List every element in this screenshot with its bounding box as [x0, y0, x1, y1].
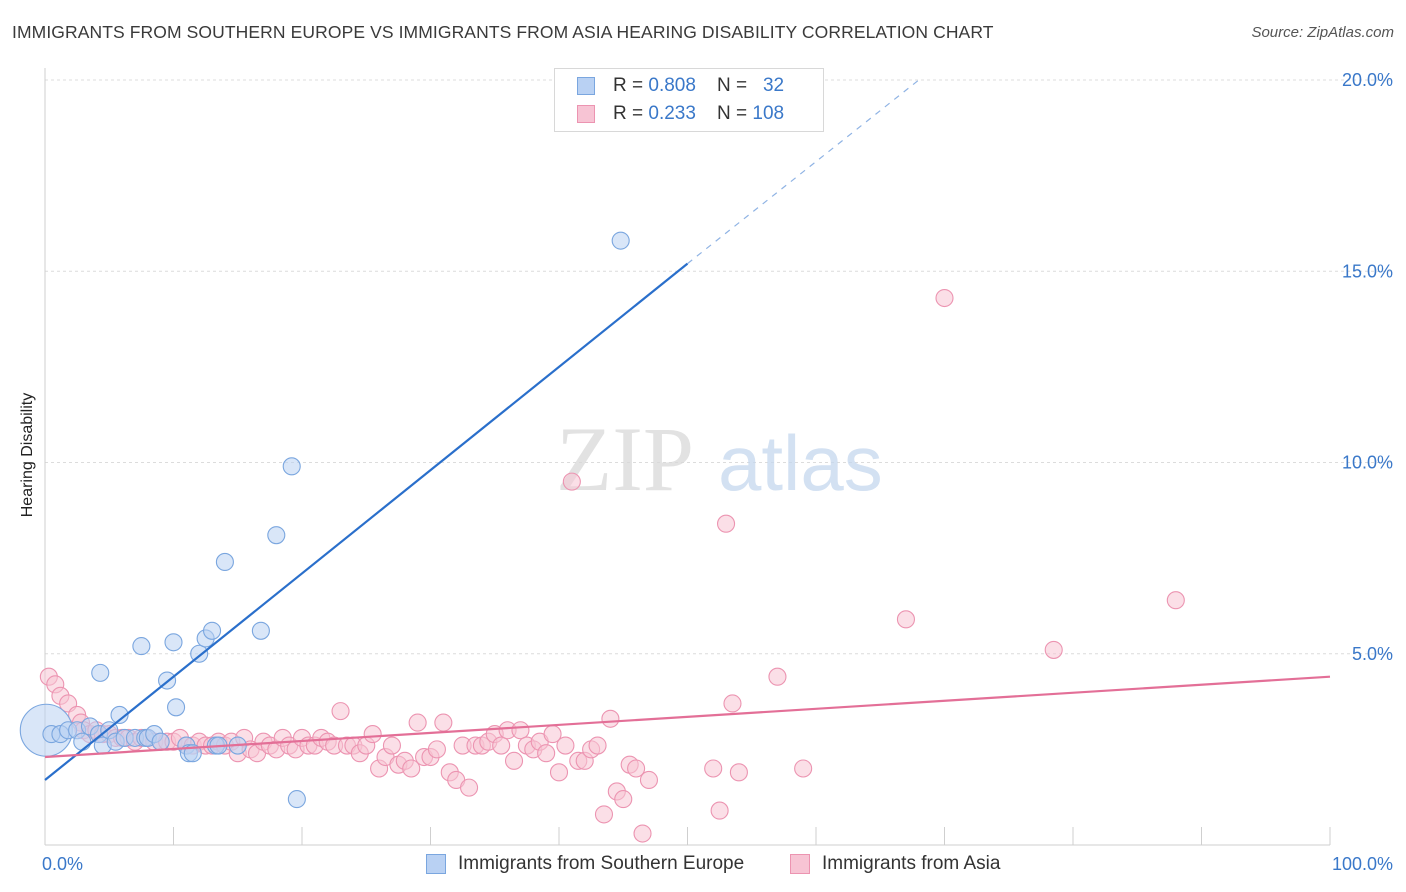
- asia-point: [768, 667, 787, 686]
- tick-labels: 5.0% 10.0% 15.0% 20.0% 0.0% 100.0%: [42, 70, 1393, 874]
- asia-point: [588, 736, 607, 755]
- asia-point: [639, 770, 659, 790]
- asia-point: [504, 751, 524, 770]
- y-tick-label: 20.0%: [1342, 70, 1393, 90]
- asia-point: [402, 759, 421, 778]
- southern-europe-point: [287, 790, 306, 809]
- asia-point: [363, 725, 382, 744]
- asia-point: [627, 759, 646, 778]
- asia-point: [601, 709, 620, 728]
- asia-point: [614, 790, 633, 809]
- southern-europe-point: [73, 732, 92, 751]
- southern-europe-point: [267, 526, 286, 545]
- southern-europe-trend-line: [44, 262, 689, 781]
- legend-r-value: 0.233: [648, 103, 696, 124]
- asia-point: [710, 801, 729, 820]
- southern-europe-point: [167, 698, 186, 717]
- asia-point: [556, 736, 575, 755]
- southern-europe-point: [203, 621, 222, 640]
- southern-europe-point: [215, 552, 234, 572]
- y-axis-title: Hearing Disability: [19, 392, 36, 518]
- southern-europe-point: [91, 663, 110, 682]
- asia-point: [716, 514, 736, 533]
- asia-point: [704, 759, 723, 778]
- asia-point: [427, 740, 446, 759]
- southern-europe-point: [151, 732, 170, 751]
- southern-europe-point: [110, 705, 129, 725]
- asia-point: [896, 610, 916, 629]
- series-southern-europe-points: [19, 231, 630, 809]
- legend-n-value: 32: [762, 75, 785, 96]
- bottom-legend-label: Immigrants from Southern Europe: [458, 853, 745, 874]
- asia-point: [511, 721, 530, 740]
- asia-point: [492, 736, 511, 755]
- asia-point: [408, 713, 427, 732]
- southern-europe-point: [282, 457, 301, 476]
- legend-swatch-blue: [577, 77, 595, 95]
- asia-point: [1166, 591, 1185, 610]
- southern-europe-point: [132, 637, 151, 656]
- y-tick-label: 5.0%: [1352, 644, 1393, 664]
- bottom-legend-swatch-pink: [790, 854, 810, 874]
- trend-lines: [44, 79, 1331, 781]
- asia-trend-line: [44, 675, 1331, 759]
- asia-point: [935, 288, 954, 308]
- source-label: Source: ZipAtlas.com: [1251, 24, 1394, 41]
- asia-point: [434, 713, 453, 732]
- asia-point: [729, 763, 748, 782]
- grid-lines: [45, 79, 1394, 655]
- y-tick-label: 15.0%: [1342, 261, 1393, 281]
- asia-point: [331, 702, 350, 721]
- legend-r-label: R =: [613, 75, 649, 96]
- chart-title: IMMIGRANTS FROM SOUTHERN EUROPE VS IMMIG…: [12, 22, 994, 42]
- bottom-legend-label: Immigrants from Asia: [822, 853, 1001, 874]
- x-tick-label: 0.0%: [42, 854, 83, 874]
- southern-europe-point: [611, 231, 630, 250]
- southern-europe-point: [190, 644, 209, 663]
- watermark: ZIP atlas: [556, 408, 883, 510]
- legend-n-value: 108: [752, 103, 785, 124]
- y-tick-label: 10.0%: [1342, 453, 1393, 473]
- asia-point: [723, 694, 742, 713]
- bottom-legend-swatch-blue: [426, 854, 446, 874]
- legend-r-label: R =: [613, 103, 649, 124]
- asia-point: [537, 744, 556, 763]
- southern-europe-point: [164, 633, 183, 652]
- asia-point: [794, 759, 813, 778]
- x-tick-label: 100.0%: [1332, 854, 1393, 874]
- asia-point: [549, 763, 569, 782]
- asia-point: [459, 778, 479, 797]
- asia-point: [1044, 640, 1063, 659]
- asia-point: [594, 805, 614, 824]
- legend-r-value: 0.808: [648, 75, 696, 96]
- watermark-zip: ZIP: [556, 408, 694, 510]
- asia-point: [382, 736, 402, 755]
- asia-point: [562, 472, 581, 491]
- legend-n-label: N =: [717, 75, 753, 96]
- series-asia-points: [39, 288, 1185, 843]
- southern-europe-point: [251, 621, 270, 640]
- correlation-legend: R = 0.808 N = 32 R = 0.233 N = 108: [554, 68, 824, 132]
- watermark-atlas: atlas: [718, 419, 883, 507]
- southern-europe-trend-extension: [687, 79, 920, 265]
- asia-point: [633, 824, 652, 843]
- legend-n-label: N =: [717, 103, 753, 124]
- legend-swatch-pink: [577, 105, 595, 123]
